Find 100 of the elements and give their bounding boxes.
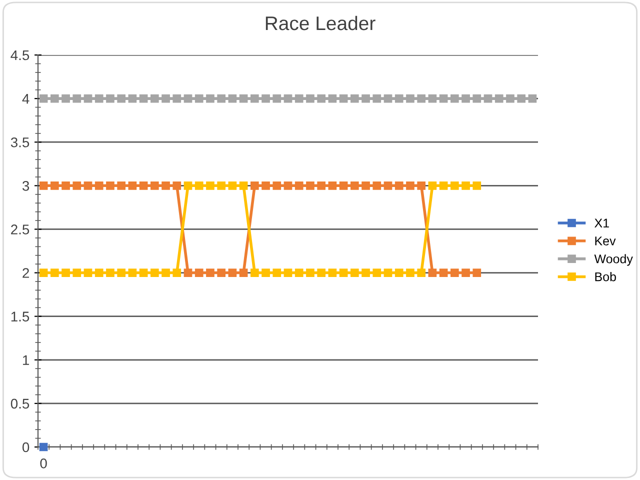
point <box>50 182 59 190</box>
point <box>462 94 470 103</box>
point <box>428 182 437 190</box>
point <box>250 182 259 190</box>
point <box>394 268 404 277</box>
point <box>284 94 292 103</box>
point <box>194 268 204 277</box>
y-tick-label: 1.5 <box>11 312 30 322</box>
point <box>406 94 414 103</box>
y-tick-label: 2.5 <box>11 224 30 234</box>
point <box>39 94 48 103</box>
point <box>206 94 214 103</box>
point <box>394 182 404 190</box>
point <box>272 268 282 277</box>
point <box>450 268 459 277</box>
point <box>462 268 470 277</box>
point <box>494 94 504 103</box>
point <box>306 268 314 277</box>
point <box>217 94 226 103</box>
y-tick-label: 2 <box>22 268 29 278</box>
point <box>450 94 459 103</box>
point <box>162 94 170 103</box>
point <box>139 94 148 103</box>
point <box>128 94 137 103</box>
y-tick-label: 0.5 <box>10 398 30 409</box>
point <box>372 94 382 103</box>
point <box>439 268 448 277</box>
point <box>162 182 170 190</box>
point <box>306 94 314 103</box>
point <box>294 182 304 190</box>
point <box>239 182 248 190</box>
point <box>428 94 437 103</box>
point <box>462 182 470 190</box>
point <box>184 268 192 277</box>
point <box>284 268 292 277</box>
point <box>262 182 270 190</box>
y-tick-label: 3 <box>22 181 30 191</box>
point <box>362 94 370 103</box>
point <box>284 182 292 190</box>
y-tick-label: 0 <box>22 442 30 452</box>
point <box>350 268 359 277</box>
point <box>172 182 182 190</box>
point <box>484 94 492 103</box>
point <box>139 182 148 190</box>
point <box>362 268 370 277</box>
point <box>472 182 482 190</box>
point <box>506 94 514 103</box>
point <box>406 182 414 190</box>
point <box>317 268 326 277</box>
y-tick-label: 4.5 <box>10 50 30 60</box>
point <box>339 182 348 190</box>
point <box>262 94 270 103</box>
y-tick-label: 4 <box>22 94 30 104</box>
point <box>228 182 237 190</box>
point <box>128 268 137 277</box>
point <box>50 94 59 103</box>
point <box>39 182 48 190</box>
point <box>206 182 214 190</box>
legend-label: X1 <box>594 218 609 228</box>
point <box>372 268 382 277</box>
point <box>62 182 70 190</box>
y-tick-label: 1 <box>23 355 29 365</box>
point <box>84 268 92 277</box>
point <box>172 94 182 103</box>
point <box>417 94 426 103</box>
point <box>139 268 148 277</box>
point <box>117 94 126 103</box>
point <box>228 94 237 103</box>
point <box>239 94 248 103</box>
point <box>94 182 104 190</box>
point <box>150 182 159 190</box>
point <box>294 94 304 103</box>
point <box>62 94 70 103</box>
legend-label: Woody <box>594 254 633 266</box>
point <box>394 94 404 103</box>
point <box>384 94 392 103</box>
point <box>172 268 182 277</box>
point <box>350 94 359 103</box>
point <box>72 182 82 190</box>
point <box>528 94 537 103</box>
point <box>328 94 337 103</box>
chart-title: Race Leader <box>266 16 376 30</box>
point <box>294 268 304 277</box>
point <box>162 268 170 277</box>
point <box>406 268 414 277</box>
point <box>117 268 126 277</box>
point <box>439 182 448 190</box>
point <box>250 268 259 277</box>
point <box>472 268 482 277</box>
point <box>272 94 282 103</box>
point <box>317 182 326 190</box>
point <box>517 94 526 103</box>
point <box>239 268 248 277</box>
point <box>94 94 104 103</box>
point <box>362 182 370 190</box>
point <box>72 268 82 277</box>
point <box>206 268 214 277</box>
point <box>228 268 237 277</box>
point <box>450 182 459 190</box>
point <box>372 182 382 190</box>
